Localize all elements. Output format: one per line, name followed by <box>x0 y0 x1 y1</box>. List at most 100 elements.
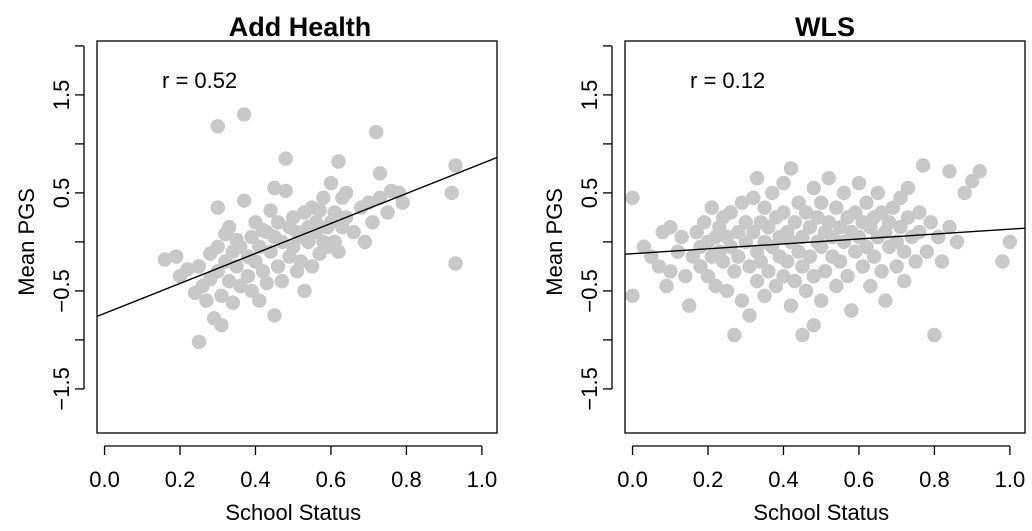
data-point <box>821 171 836 186</box>
data-point <box>814 239 829 254</box>
data-point <box>749 171 765 186</box>
data-point <box>218 254 233 269</box>
data-point <box>885 200 901 215</box>
x-tick-label: 0.6 <box>316 467 347 492</box>
y-tick-label: −1.5 <box>577 367 602 410</box>
y-tick-label: −0.5 <box>49 269 74 312</box>
x-axis-title: School Status <box>225 500 361 525</box>
data-point <box>957 185 972 201</box>
data-point <box>829 200 844 215</box>
data-point <box>776 205 791 220</box>
data-point <box>323 175 339 191</box>
data-point <box>369 124 384 140</box>
data-point <box>636 239 652 254</box>
data-point <box>221 273 237 289</box>
data-point <box>780 254 795 269</box>
data-point <box>267 308 282 323</box>
data-point <box>1002 234 1018 250</box>
y-axis-title: Mean PGS <box>14 188 39 296</box>
data-point <box>806 180 821 196</box>
x-tick-label: 0.4 <box>768 467 799 492</box>
data-point <box>851 229 867 245</box>
data-point <box>776 269 791 284</box>
data-point <box>301 234 316 250</box>
plot-frame <box>96 40 498 434</box>
data-point <box>753 254 768 269</box>
data-point <box>810 210 825 225</box>
data-point <box>893 220 908 235</box>
data-point <box>327 205 342 220</box>
data-point <box>715 254 731 269</box>
data-point <box>795 327 810 343</box>
data-point <box>286 210 301 225</box>
y-tick-label: 0.5 <box>49 178 74 209</box>
data-point <box>776 175 791 191</box>
data-point <box>874 264 889 279</box>
data-point <box>169 249 184 264</box>
data-point <box>210 239 225 254</box>
data-point <box>444 185 459 201</box>
data-point <box>448 256 463 271</box>
data-point <box>308 215 324 230</box>
data-point <box>912 205 927 220</box>
regression-line <box>97 156 497 318</box>
x-tick-label: 0.0 <box>617 467 648 492</box>
data-point <box>742 259 757 274</box>
data-point <box>840 269 855 284</box>
x-tick-label: 0.2 <box>165 467 196 492</box>
data-point <box>674 229 689 245</box>
data-point <box>372 190 388 205</box>
y-tick-label: 1.5 <box>577 80 602 111</box>
data-point <box>693 259 708 274</box>
data-point <box>191 259 207 274</box>
data-point <box>798 205 814 220</box>
data-point <box>889 259 904 274</box>
data-point <box>240 269 256 284</box>
data-point <box>700 269 716 284</box>
data-point <box>338 185 354 201</box>
x-tick-label: 0.8 <box>391 467 422 492</box>
y-tick-label: −0.5 <box>577 269 602 312</box>
data-point <box>663 220 678 235</box>
data-point <box>765 239 780 254</box>
data-point <box>746 224 761 240</box>
data-point <box>685 249 701 264</box>
data-point <box>889 234 904 250</box>
data-point <box>734 293 750 308</box>
data-point <box>697 215 712 230</box>
data-point <box>233 278 248 294</box>
panel-wls: WLS 0.0 0.2 0.4 0.6 0.8 1.0 School Status −1.5 −0… <box>542 12 1026 525</box>
data-point <box>836 234 852 250</box>
correlation-annotation: r = 0.52 <box>162 68 237 93</box>
data-point <box>821 215 836 230</box>
data-point <box>897 244 912 259</box>
data-point <box>727 327 742 343</box>
data-point <box>746 190 761 205</box>
data-point <box>882 215 897 230</box>
data-point <box>761 220 776 235</box>
data-point <box>293 254 308 269</box>
data-point <box>965 173 980 189</box>
correlation-annotation: r = 0.12 <box>690 68 765 93</box>
x-axis: 0.0 0.2 0.4 0.6 0.8 1.0 <box>617 445 1025 492</box>
data-point <box>806 318 821 333</box>
regression-line <box>625 227 1025 255</box>
data-point <box>221 220 237 235</box>
data-point <box>731 249 746 264</box>
data-point <box>874 205 889 220</box>
plot-frame <box>624 40 1026 434</box>
data-point <box>848 244 863 259</box>
data-point <box>248 254 263 269</box>
data-point <box>678 269 693 284</box>
data-point <box>942 164 957 179</box>
data-point <box>357 234 373 250</box>
data-point <box>757 200 772 215</box>
data-point <box>689 224 704 240</box>
data-point <box>659 278 674 294</box>
data-point <box>934 254 950 269</box>
data-point <box>734 195 750 210</box>
data-point <box>923 215 938 230</box>
data-point <box>278 183 293 199</box>
data-point <box>331 154 346 169</box>
data-point <box>651 259 667 274</box>
